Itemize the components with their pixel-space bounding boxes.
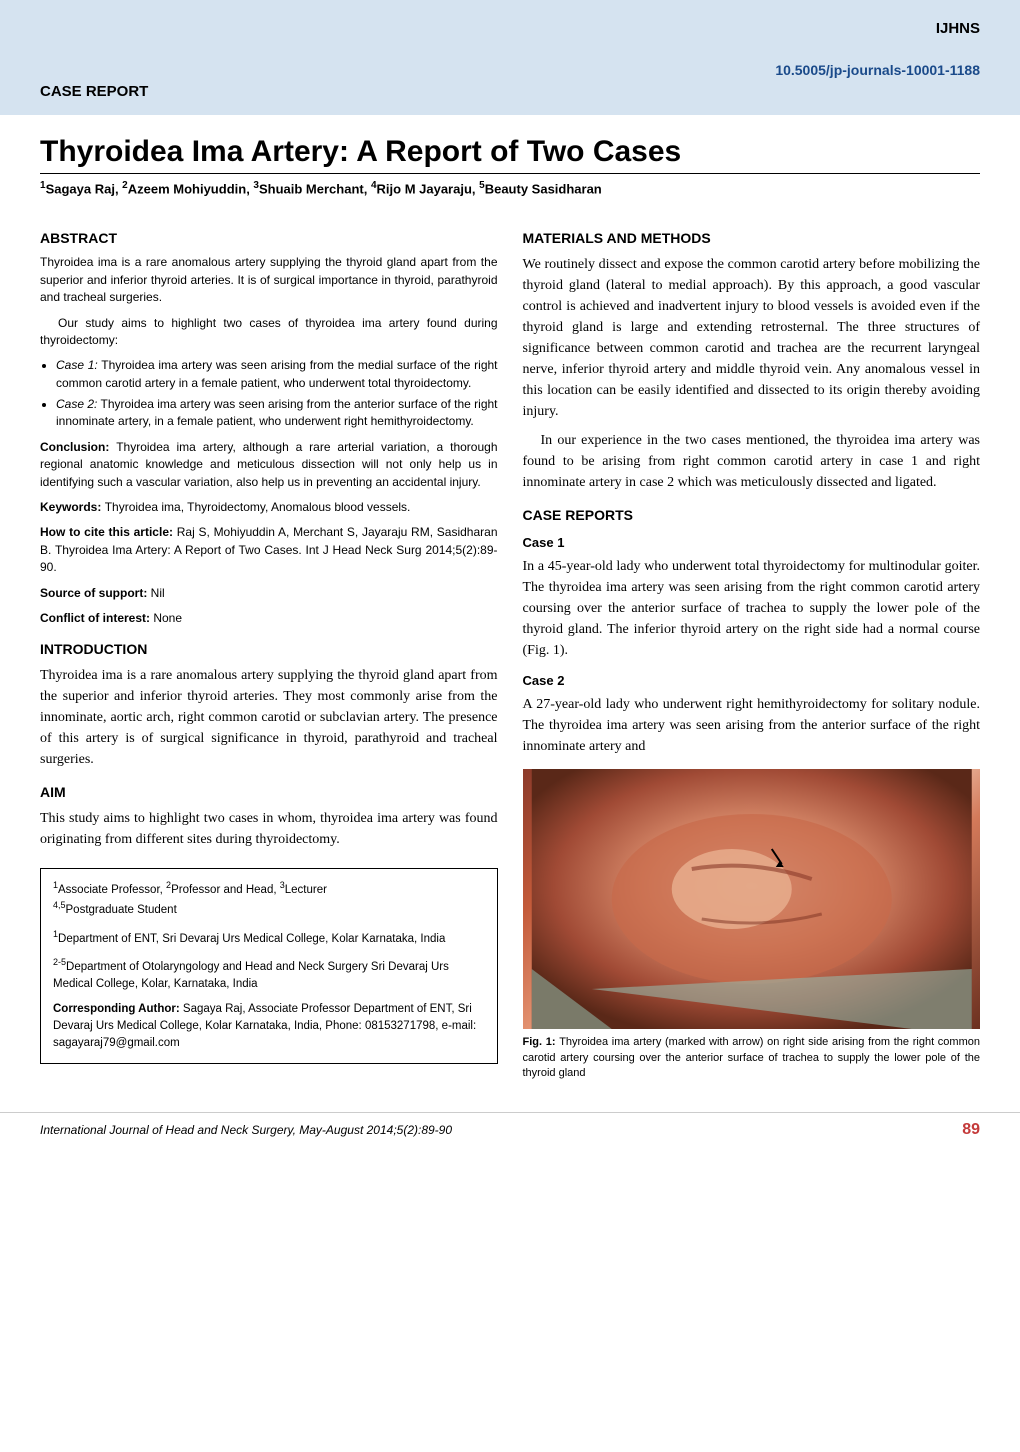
introduction-text: Thyroidea ima is a rare anomalous artery…: [40, 665, 498, 770]
affil-dept-text: Department of Otolaryngology and Head an…: [53, 960, 449, 989]
authors-line: 1Sagaya Raj, 2Azeem Mohiyuddin, 3Shuaib …: [40, 180, 980, 196]
affil-sup: 4,5: [53, 900, 66, 910]
conclusion-label: Conclusion:: [40, 440, 116, 454]
abstract-support: Source of support: Nil: [40, 585, 498, 602]
conflict-label: Conflict of interest:: [40, 611, 153, 625]
abstract-case1: Case 1: Thyroidea ima artery was seen ar…: [56, 357, 498, 392]
corr-label: Corresponding Author:: [53, 1003, 183, 1015]
conflict-text: None: [153, 611, 182, 625]
surgical-photo-placeholder: [523, 769, 981, 1029]
page-footer: International Journal of Head and Neck S…: [0, 1112, 1020, 1154]
case1-heading: Case 1: [523, 535, 981, 550]
journal-abbr: IJHNS: [40, 20, 980, 37]
abstract-conflict: Conflict of interest: None: [40, 610, 498, 627]
two-column-layout: ABSTRACT Thyroidea ima is a rare anomalo…: [40, 216, 980, 1081]
affil-role: Lecturer: [285, 884, 327, 896]
abstract-case2: Case 2: Thyroidea ima artery was seen ar…: [56, 396, 498, 431]
abstract-p1: Thyroidea ima is a rare anomalous artery…: [40, 254, 498, 306]
figure-1-image: [523, 769, 981, 1029]
author-name: Beauty Sasidharan: [485, 181, 602, 196]
figure-1-caption-text: Thyroidea ima artery (marked with arrow)…: [523, 1036, 981, 1079]
abstract-keywords: Keywords: Thyroidea ima, Thyroidectomy, …: [40, 499, 498, 516]
affil-role: Associate Professor,: [58, 884, 166, 896]
author-name: Sagaya Raj: [46, 181, 115, 196]
affil-sup: 2-5: [53, 957, 66, 967]
case2-heading: Case 2: [523, 673, 981, 688]
aim-text: This study aims to highlight two cases i…: [40, 808, 498, 850]
support-text: Nil: [151, 586, 165, 600]
abstract-case-list: Case 1: Thyroidea ima artery was seen ar…: [40, 357, 498, 431]
methods-heading: MATERIALS AND METHODS: [523, 230, 981, 246]
case2-body: A 27-year-old lady who underwent right h…: [523, 694, 981, 757]
footer-journal-info: International Journal of Head and Neck S…: [40, 1123, 452, 1137]
affil-roles: 1Associate Professor, 2Professor and Hea…: [53, 879, 485, 919]
title-rule: [40, 173, 980, 174]
abstract-heading: ABSTRACT: [40, 230, 498, 246]
author-name: Rijo M Jayaraju: [377, 181, 472, 196]
author-name: Shuaib Merchant: [259, 181, 364, 196]
left-column: ABSTRACT Thyroidea ima is a rare anomalo…: [40, 216, 498, 1081]
figure-1-caption: Fig. 1: Thyroidea ima artery (marked wit…: [523, 1035, 981, 1081]
right-column: MATERIALS AND METHODS We routinely disse…: [523, 216, 981, 1081]
affiliations-box: 1Associate Professor, 2Professor and Hea…: [40, 868, 498, 1063]
footer-page-number: 89: [962, 1121, 980, 1139]
abstract-conclusion: Conclusion: Thyroidea ima artery, althou…: [40, 439, 498, 491]
affil-role: Postgraduate Student: [66, 904, 177, 916]
methods-p2: In our experience in the two cases menti…: [523, 430, 981, 493]
abstract-cite: How to cite this article: Raj S, Mohiyud…: [40, 524, 498, 576]
author-name: Azeem Mohiyuddin: [128, 181, 246, 196]
aim-heading: AIM: [40, 784, 498, 800]
abstract-p2: Our study aims to highlight two cases of…: [40, 315, 498, 350]
header-band: IJHNS 10.5005/jp-journals-10001-1188 CAS…: [0, 0, 1020, 115]
support-label: Source of support:: [40, 586, 151, 600]
case1-text: Thyroidea ima artery was seen arising fr…: [56, 358, 498, 389]
figure-1: Fig. 1: Thyroidea ima artery (marked wit…: [523, 769, 981, 1081]
figure-1-label: Fig. 1:: [523, 1036, 560, 1048]
content-area: Thyroidea Ima Artery: A Report of Two Ca…: [0, 115, 1020, 1112]
keywords-text: Thyroidea ima, Thyroidectomy, Anomalous …: [105, 500, 411, 514]
case1-label: Case 1:: [56, 358, 98, 372]
article-title: Thyroidea Ima Artery: A Report of Two Ca…: [40, 135, 980, 169]
case2-label: Case 2:: [56, 397, 97, 411]
introduction-heading: INTRODUCTION: [40, 641, 498, 657]
keywords-label: Keywords:: [40, 500, 105, 514]
affil-dept-text: Department of ENT, Sri Devaraj Urs Medic…: [58, 932, 445, 944]
cases-heading: CASE REPORTS: [523, 507, 981, 523]
affil-dept1: 1Department of ENT, Sri Devaraj Urs Medi…: [53, 928, 485, 948]
doi: 10.5005/jp-journals-10001-1188: [40, 62, 980, 78]
cite-label: How to cite this article:: [40, 525, 177, 539]
methods-p1: We routinely dissect and expose the comm…: [523, 254, 981, 422]
case-report-label: CASE REPORT: [40, 83, 980, 100]
affil-corresponding: Corresponding Author: Sagaya Raj, Associ…: [53, 1001, 485, 1053]
affil-dept2: 2-5Department of Otolaryngology and Head…: [53, 956, 485, 993]
affil-role: Professor and Head,: [171, 884, 280, 896]
case1-body: In a 45-year-old lady who underwent tota…: [523, 556, 981, 661]
case2-text: Thyroidea ima artery was seen arising fr…: [56, 397, 498, 428]
